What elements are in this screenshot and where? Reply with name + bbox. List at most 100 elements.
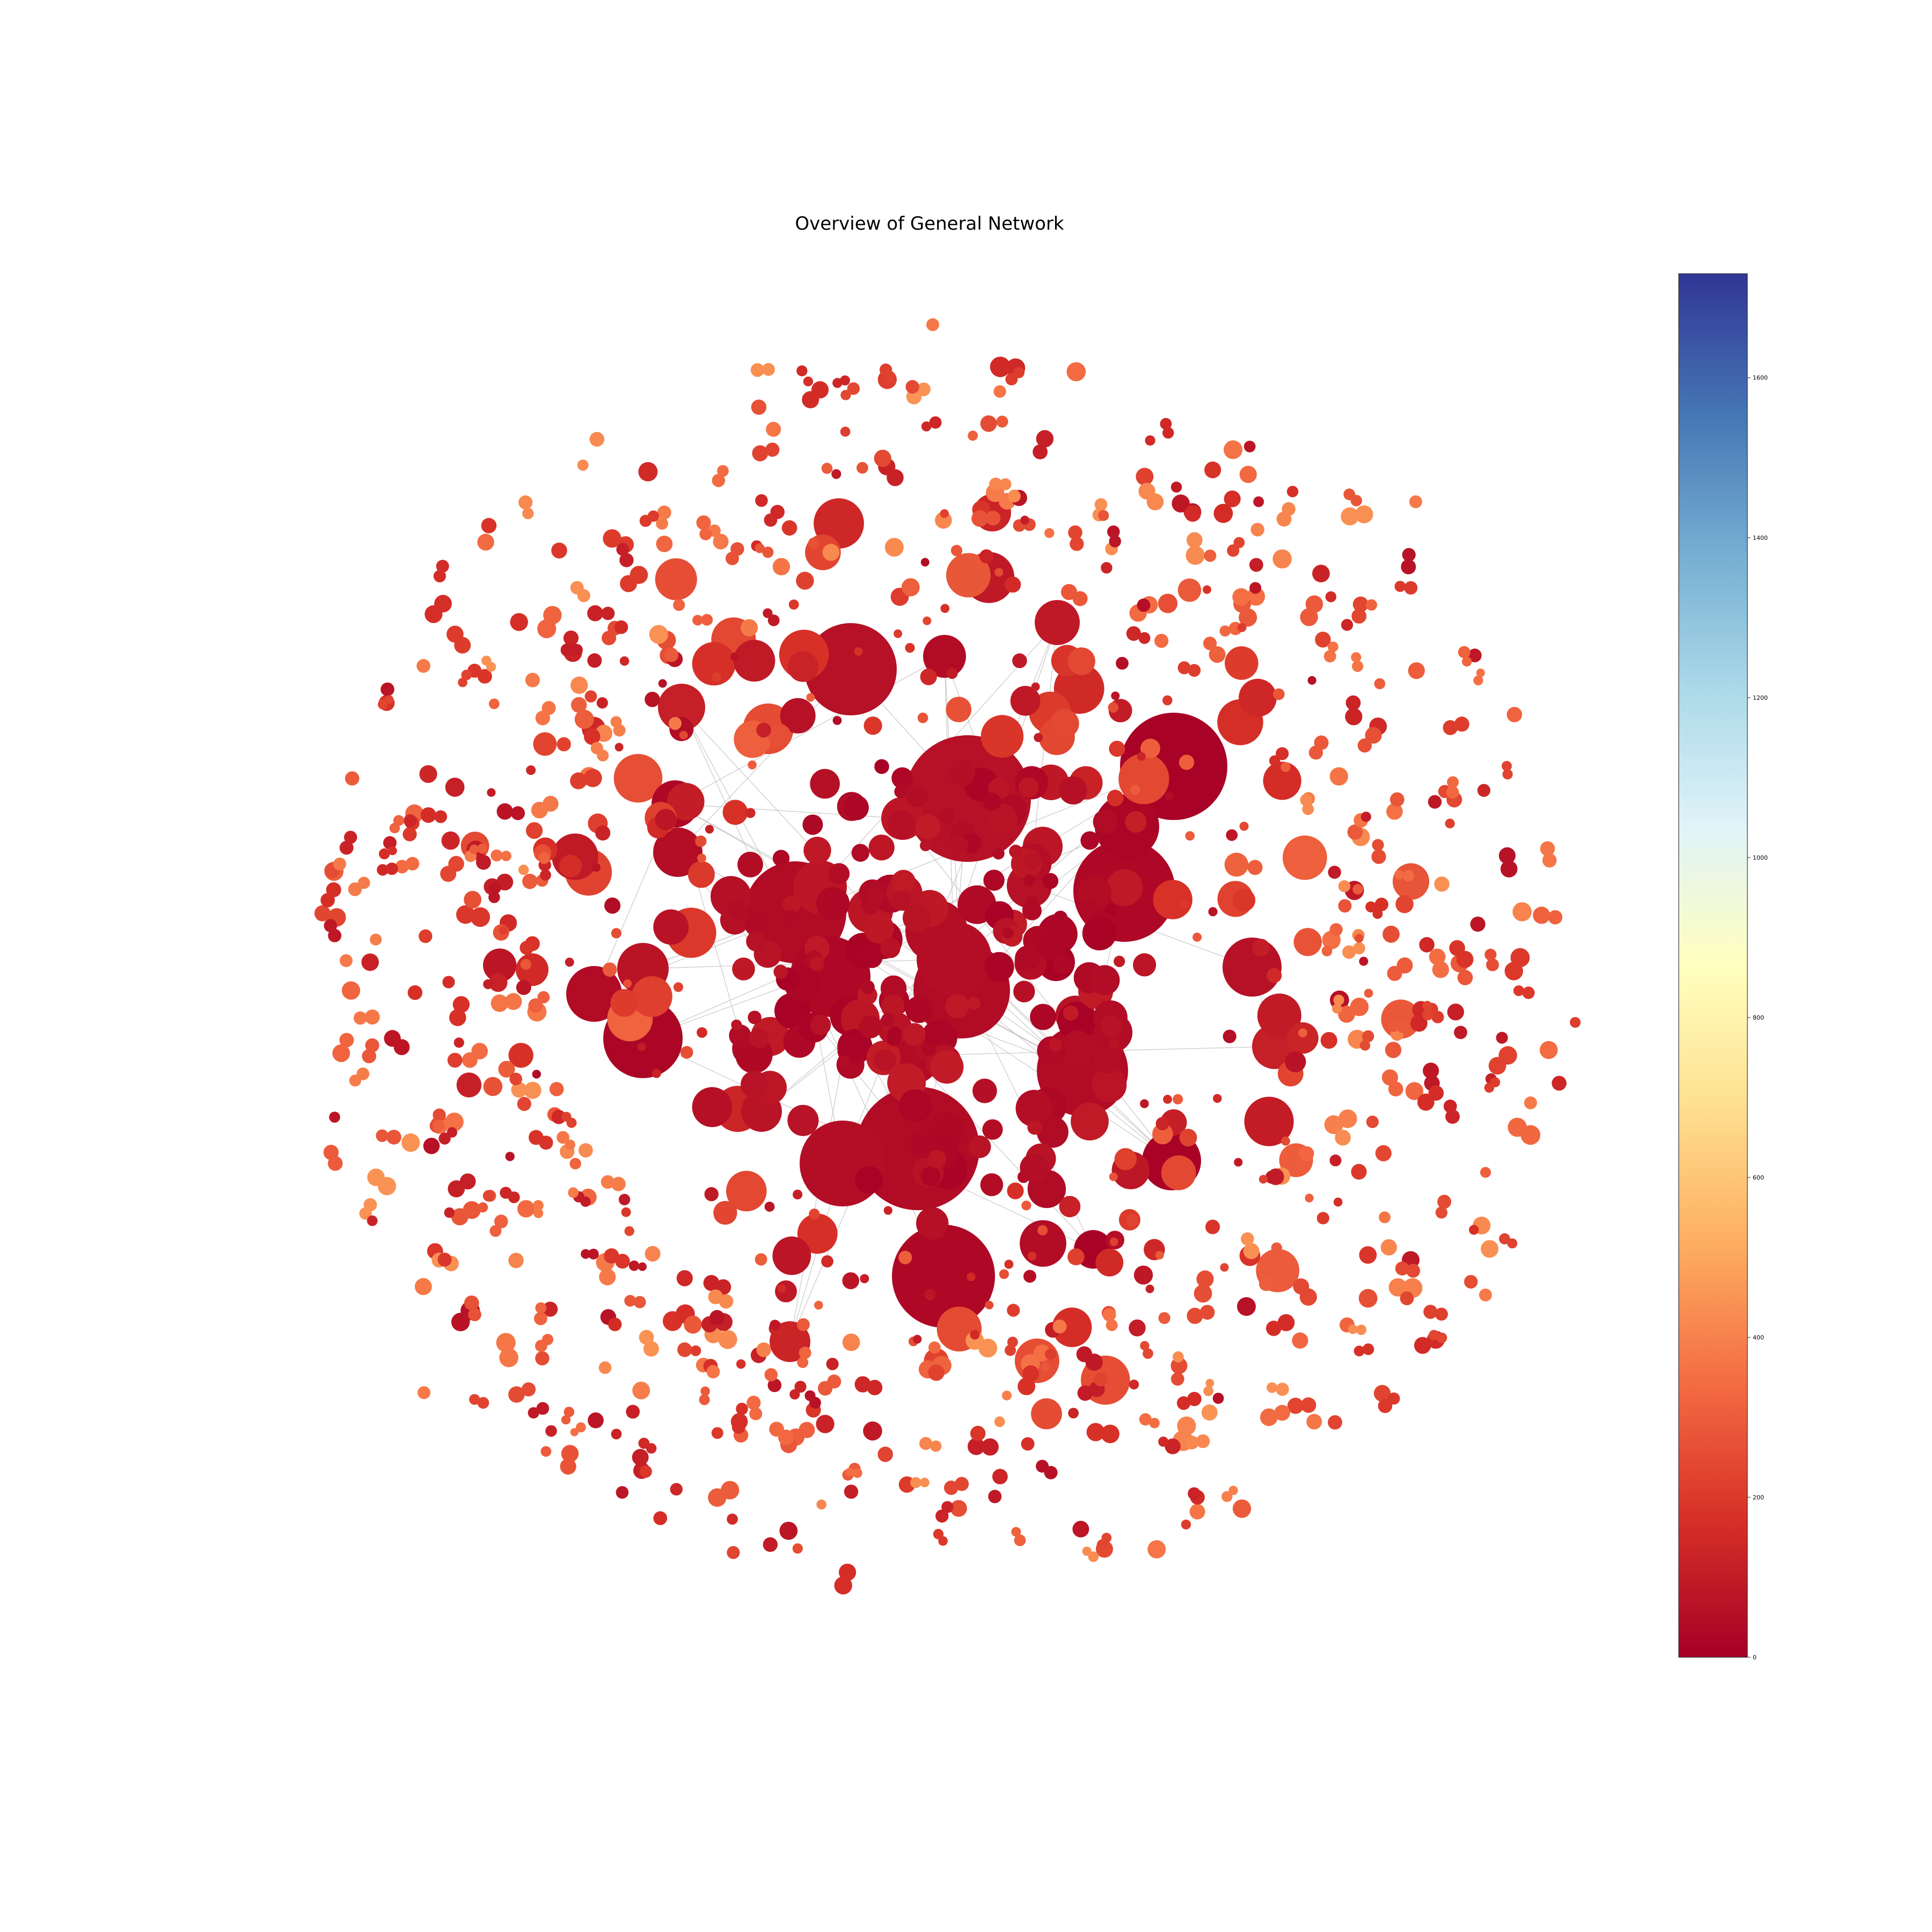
network-node [341, 981, 361, 1000]
network-node [568, 1187, 579, 1198]
network-node [361, 953, 379, 971]
network-node [1365, 599, 1378, 611]
network-node [1333, 994, 1344, 1006]
network-node [861, 947, 883, 968]
network-node [1237, 1297, 1256, 1316]
network-node [508, 1043, 533, 1068]
network-node [1287, 1022, 1319, 1054]
network-node [1473, 675, 1483, 686]
network-node [501, 851, 511, 861]
network-node [601, 606, 615, 620]
network-node [468, 1308, 481, 1321]
network-node [613, 753, 663, 803]
network-node [1114, 1148, 1137, 1170]
network-node [1351, 1163, 1367, 1180]
network-node [1341, 507, 1359, 525]
network-node [1280, 762, 1291, 772]
network-node [941, 1501, 954, 1513]
network-node [1428, 795, 1442, 809]
network-node [892, 890, 911, 910]
network-node [1449, 940, 1465, 956]
network-node [843, 795, 869, 821]
network-node [324, 919, 338, 933]
network-node [844, 1484, 859, 1499]
network-node [1001, 1391, 1012, 1401]
network-node [406, 857, 420, 870]
network-node [1351, 609, 1367, 624]
network-node [1176, 1396, 1191, 1410]
network-node [1374, 678, 1386, 690]
network-node [1012, 653, 1027, 668]
network-node [1406, 1263, 1421, 1278]
network-node [488, 698, 500, 709]
network-node [894, 785, 908, 799]
network-node [797, 1357, 809, 1368]
network-node [727, 900, 747, 920]
network-node [365, 1038, 379, 1052]
network-node [1067, 1248, 1085, 1265]
network-node [380, 682, 394, 697]
network-node [821, 1255, 833, 1268]
network-node [1018, 777, 1039, 798]
network-node [808, 537, 819, 549]
network-node [840, 427, 851, 437]
network-node [946, 553, 991, 598]
network-node [905, 380, 919, 394]
network-node [477, 843, 488, 854]
network-node [1095, 1248, 1124, 1277]
network-node [1147, 1540, 1166, 1558]
network-node [700, 1386, 710, 1396]
network-node [1316, 1212, 1329, 1225]
network-node [626, 1404, 640, 1419]
network-node [903, 1023, 926, 1046]
network-node [1093, 809, 1117, 835]
network-node [1498, 847, 1516, 864]
network-node [1419, 937, 1435, 953]
network-node [1414, 1337, 1431, 1354]
network-node [1308, 745, 1323, 760]
network-node [499, 926, 508, 935]
network-node [1378, 1399, 1393, 1413]
network-node [560, 1458, 576, 1475]
network-node [767, 723, 791, 747]
network-node [458, 677, 467, 687]
network-node [349, 1074, 361, 1087]
network-node [561, 1415, 571, 1425]
network-node [379, 848, 390, 860]
network-node [1501, 860, 1518, 877]
network-node [456, 905, 475, 924]
network-node [517, 1096, 531, 1111]
network-node [816, 1499, 826, 1510]
network-node [730, 652, 739, 661]
network-node [777, 1284, 786, 1293]
network-node [1267, 968, 1282, 983]
network-node [461, 669, 472, 680]
network-node [1285, 1051, 1306, 1073]
network-node [763, 1537, 778, 1552]
network-node [950, 1500, 967, 1517]
network-node [489, 882, 501, 894]
network-node [570, 772, 587, 789]
network-node [571, 697, 587, 713]
colorbar-tick-label: 1600 [1753, 375, 1768, 382]
network-node [867, 1380, 883, 1395]
network-edge [911, 1055, 1094, 1250]
network-node [874, 1049, 896, 1072]
network-node [852, 1468, 862, 1478]
network-node [1272, 549, 1292, 569]
network-node [561, 1111, 572, 1122]
network-node [1234, 1158, 1243, 1167]
network-edge [902, 818, 1172, 1161]
network-node [564, 1407, 575, 1417]
network-node [901, 578, 920, 597]
network-node [840, 375, 850, 386]
network-node [1088, 1111, 1107, 1130]
network-node [809, 1209, 820, 1220]
network-node [438, 1132, 451, 1145]
network-node [1359, 1040, 1371, 1051]
network-node [677, 1342, 692, 1357]
network-node [581, 1249, 591, 1259]
network-node [950, 545, 963, 557]
network-node [601, 1175, 615, 1189]
network-node [603, 529, 621, 548]
